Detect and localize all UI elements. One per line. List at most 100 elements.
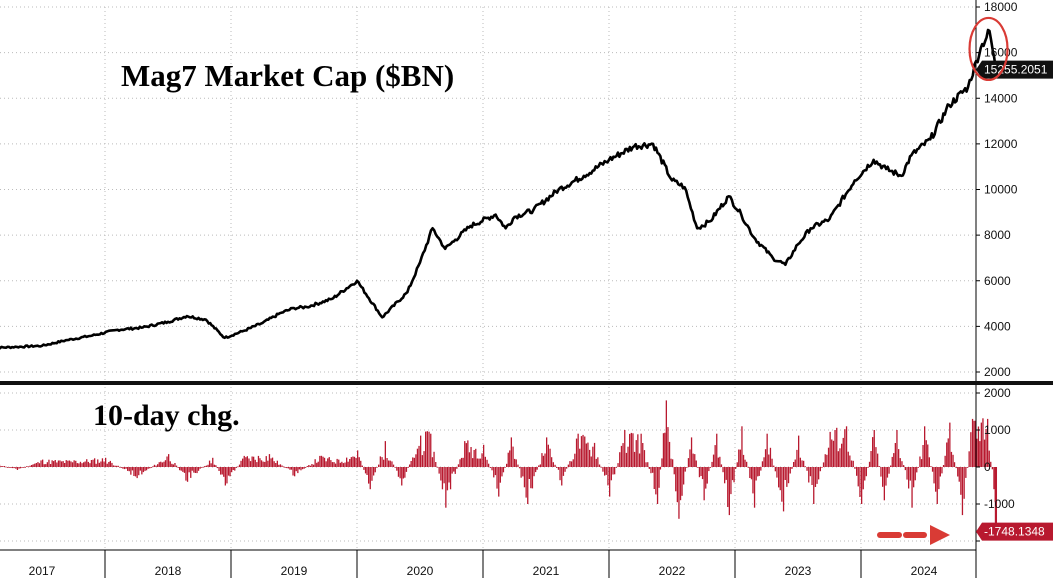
change-bar-fill [643,450,646,467]
change-bar-fill [709,467,712,468]
x-tick-label: 2017 [29,564,56,578]
change-bar-fill [826,454,828,467]
change-bar-fill [279,464,282,467]
change-bar-fill [970,432,972,467]
change-bar-fill [708,467,710,472]
change-bar [420,435,422,467]
change-bar-fill [610,467,612,481]
change-bar-fill [86,459,88,467]
change-bar-fill [205,465,208,467]
change-bar-fill [952,454,954,467]
change-bar-fill [927,444,929,467]
change-bar-fill [128,467,130,472]
change-bar-fill [426,431,428,467]
change-bar-fill [220,467,222,475]
change-bar-fill [979,441,981,467]
change-bar [873,430,875,467]
change-bar-fill [31,465,33,467]
change-bar-fill [117,465,119,467]
change-bar-fill [459,459,461,467]
change-bar-fill [648,467,650,469]
change-bar-fill [538,465,540,467]
change-bar-fill [824,454,826,467]
change-bar [212,457,214,468]
change-bar-fill [460,457,463,467]
change-bar [980,422,982,467]
change-bar-fill [670,458,672,467]
y-tick-label: 14000 [984,91,1018,105]
change-bar-fill [973,420,975,467]
change-bar-fill [700,467,702,476]
change-bar-fill [627,446,629,467]
change-bar-fill [116,465,118,467]
change-bar-fill [334,463,337,467]
change-bar [961,467,964,516]
change-bar [753,467,756,508]
change-bar-fill [157,464,159,467]
change-bar-fill [692,453,694,467]
change-bar-fill [580,436,583,467]
change-bar-fill [864,467,866,481]
change-bar-fill [931,467,934,472]
change-bar-fill [976,438,978,467]
change-bar-fill [763,457,765,467]
change-bar-fill [418,445,420,467]
change-bar-fill [311,464,313,467]
change-bar [527,467,529,504]
change-bar-fill [245,457,247,467]
change-bar-fill [368,467,370,484]
y-tick-label: 18000 [984,0,1018,14]
change-bar-fill [806,467,808,471]
change-bar-fill [882,467,884,487]
change-bar-fill [188,467,190,473]
change-bar-fill [38,463,41,467]
change-bar [42,459,44,467]
change-bar-fill [240,460,242,467]
change-bar-fill [803,460,805,467]
change-bar-fill [570,461,573,467]
change-bar-fill [856,467,858,476]
change-bar-fill [43,464,45,467]
change-bar-fill [684,467,686,472]
change-bar-fill [681,467,683,496]
change-bar-fill [478,458,480,467]
change-bar-fill [152,466,154,468]
change-bar-fill [373,467,375,476]
change-bar-fill [808,467,810,483]
change-bar-fill [238,464,241,467]
change-bar-fill [549,448,551,467]
change-bar-fill [120,467,123,468]
change-bar-fill [65,460,67,467]
change-bar-fill [5,466,7,468]
change-bar-fill [21,467,23,468]
change-bar-fill [479,458,482,467]
change-bar-fill [201,467,203,468]
change-bar-fill [941,467,943,474]
change-bar-fill [744,459,746,467]
change-bar-fill [837,451,839,467]
change-bar-fill [590,456,592,467]
change-bar-fill [383,459,385,467]
change-bar-fill [595,458,597,467]
peak-highlight-circle [968,16,1009,82]
change-bar [561,467,563,486]
change-bar-fill [347,461,349,467]
change-bar-fill [499,467,501,483]
change-bar-fill [476,458,478,467]
change-bar-fill [582,434,584,467]
change-bar-fill [849,455,851,467]
change-bar-fill [731,467,734,481]
y-tick-label: 1000 [984,423,1011,437]
change-bar-fill [421,455,423,467]
change-bar [678,467,680,519]
change-bar-fill [722,467,724,473]
change-bar-fill [983,439,986,467]
change-bar-fill [761,461,764,467]
y-tick-label: 16000 [984,46,1018,60]
change-bar-fill [968,451,970,467]
change-bar-fill [944,455,946,467]
change-bar-fill [799,457,801,467]
change-bar-fill [456,467,458,469]
change-bar-fill [81,463,83,467]
